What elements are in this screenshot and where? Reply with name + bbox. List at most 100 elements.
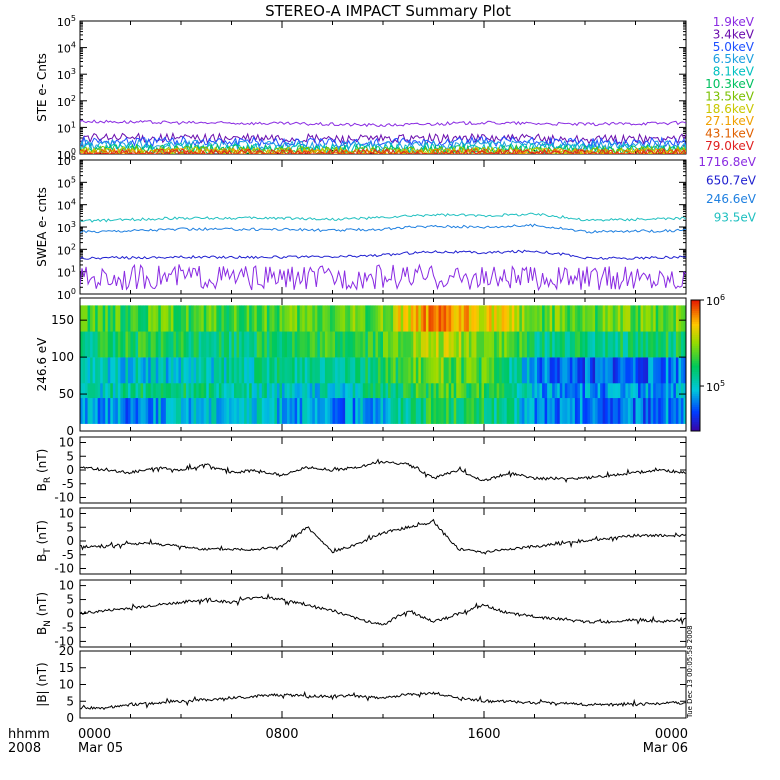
pad-cell	[284, 305, 288, 332]
pad-cell	[534, 357, 538, 384]
pad-cell	[163, 382, 167, 399]
pad-cell	[680, 331, 684, 358]
ste-ytick-label: 104	[57, 41, 76, 56]
pad-cell	[385, 305, 389, 332]
pad-cell	[234, 305, 237, 332]
pad-cell	[370, 397, 374, 424]
pad-cell	[208, 357, 212, 384]
pad-cell	[557, 357, 561, 384]
pad-cell	[158, 397, 162, 424]
pad-cell	[274, 382, 278, 399]
pad-cell	[388, 305, 391, 332]
pad-cell	[279, 305, 283, 332]
pad-cell	[408, 357, 412, 384]
colorbar-cell	[691, 302, 700, 305]
pad-cell	[370, 305, 374, 332]
pad-cell	[282, 382, 285, 399]
pad-cell	[347, 382, 351, 399]
pad-cell	[486, 397, 490, 424]
pad-cell	[145, 357, 149, 384]
pad-cell	[567, 331, 571, 358]
pad-cell	[183, 331, 187, 358]
pad-cell	[587, 357, 591, 384]
pad-cell	[271, 357, 275, 384]
pad-cell	[221, 331, 225, 358]
pad-cell	[287, 331, 290, 358]
bt-frame	[79, 507, 687, 575]
colorbar-cell	[691, 378, 700, 382]
bmag-ytick-label: 15	[59, 661, 74, 675]
colorbar-cell	[691, 426, 700, 430]
pad-cell	[625, 382, 629, 399]
pad-cell	[170, 397, 174, 424]
pad-cell	[322, 331, 326, 358]
pad-cell	[112, 397, 116, 424]
pad-cell	[357, 331, 361, 358]
pad-cell	[529, 382, 533, 399]
pad-cell	[163, 357, 167, 384]
pad-cell	[299, 382, 303, 399]
pad-cell	[148, 331, 152, 358]
pad-cell	[216, 305, 220, 332]
pad-cell	[80, 382, 83, 399]
pad-cell	[655, 357, 659, 384]
pad-cell	[504, 382, 508, 399]
pad-cell	[319, 382, 323, 399]
pad-cell	[542, 382, 545, 399]
pad-cell	[307, 397, 311, 424]
pad-cell	[673, 357, 677, 384]
pad-cell	[390, 305, 394, 332]
pad-cell	[178, 382, 182, 399]
pad-cell	[314, 331, 318, 358]
pad-cell	[173, 382, 177, 399]
pad-cell	[377, 331, 381, 358]
pad-cell	[415, 357, 419, 384]
pad-cell	[456, 397, 460, 424]
pad-cell	[208, 331, 212, 358]
pad-cell	[491, 382, 495, 399]
pad-cell	[362, 357, 366, 384]
pad-cell	[663, 382, 667, 399]
pad-cell	[302, 382, 306, 399]
bmag-ytick-label: 0	[66, 711, 74, 725]
pad-cell	[529, 305, 533, 332]
pad-cell	[476, 305, 480, 332]
bn-ytick-label: -10	[54, 634, 74, 648]
pad-cell	[138, 382, 141, 399]
pad-cell	[592, 305, 596, 332]
swea-legend-entry: 650.7eV	[706, 174, 757, 188]
pad-cell	[668, 331, 672, 358]
pad-cell	[112, 331, 116, 358]
pad-cell	[650, 382, 654, 399]
pad-cell	[463, 397, 467, 424]
pad-cell	[87, 331, 91, 358]
pad-cell	[590, 305, 593, 332]
pad-cell	[244, 305, 248, 332]
pad-cell	[254, 357, 258, 384]
pad-cell	[127, 397, 131, 424]
pad-cell	[675, 357, 679, 384]
pad-cell	[249, 382, 253, 399]
pad-cell	[105, 331, 109, 358]
pad-cell	[489, 357, 492, 384]
pad-cell	[312, 331, 316, 358]
pad-cell	[585, 397, 588, 424]
pad-cell	[592, 382, 596, 399]
pad-cell	[239, 305, 242, 332]
pad-cell	[115, 305, 119, 332]
pad-cell	[643, 382, 646, 399]
pad-cell	[579, 382, 583, 399]
pad-cell	[264, 331, 268, 358]
colorbar-cell	[691, 387, 700, 390]
pad-cell	[216, 397, 220, 424]
pad-cell	[191, 305, 195, 332]
pad-cell	[494, 382, 498, 399]
pad-cell	[90, 331, 94, 358]
pad-cell	[491, 357, 495, 384]
pad-cell	[85, 382, 88, 399]
pad-cell	[423, 331, 427, 358]
pad-cell	[670, 382, 674, 399]
pad-cell	[486, 357, 490, 384]
pad-cell	[130, 357, 134, 384]
pad-cell	[514, 357, 518, 384]
